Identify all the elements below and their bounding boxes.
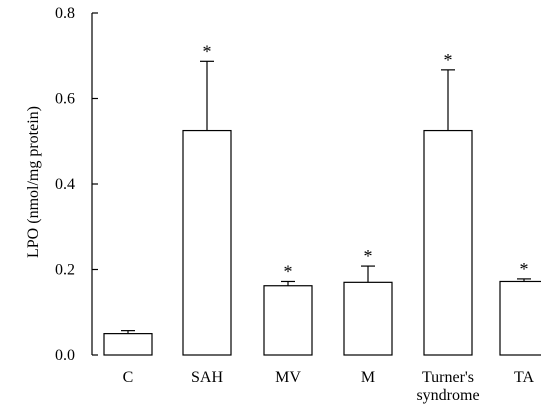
y-tick-label: 0.8 (55, 5, 75, 22)
x-category-label: MV (275, 369, 301, 386)
axes: 0.0 0.2 0.4 0.6 0.8 (55, 5, 98, 364)
x-category-label-line: SAH (191, 369, 223, 386)
bar (423, 129, 473, 356)
x-category-label-line: MV (275, 369, 301, 386)
bar (343, 281, 393, 356)
bars (103, 60, 541, 356)
y-tick-label: 0.0 (55, 347, 75, 364)
x-category-label: Turner's syndrome (416, 369, 479, 404)
y-tick-label: 0.4 (55, 176, 75, 193)
x-category-label-line: TA (514, 369, 534, 386)
significance-marker: * (520, 259, 529, 279)
x-category-label-line: syndrome (416, 387, 479, 404)
bar (182, 129, 232, 356)
y-axis-label: LPO (nmol/mg protein) (25, 106, 42, 258)
x-category-label-line: Turner's (422, 369, 474, 386)
x-category-label: M (361, 369, 375, 386)
significance-marker: * (364, 246, 373, 266)
y-tick-label: 0.2 (55, 262, 75, 279)
bar (499, 280, 541, 356)
significance-marker: * (284, 261, 293, 281)
labels: C * SAH * MV * M * Turner's syndrome * TA (123, 41, 535, 404)
significance-marker: * (203, 41, 212, 61)
y-tick-label: 0.6 (55, 91, 75, 108)
x-category-label-line: M (361, 369, 375, 386)
significance-marker: * (444, 50, 453, 70)
x-category-label: C (123, 369, 134, 386)
bar (103, 333, 153, 356)
x-category-label: TA (514, 369, 534, 386)
x-category-label: SAH (191, 369, 223, 386)
bar (263, 285, 313, 356)
x-category-label-line: C (123, 369, 134, 386)
